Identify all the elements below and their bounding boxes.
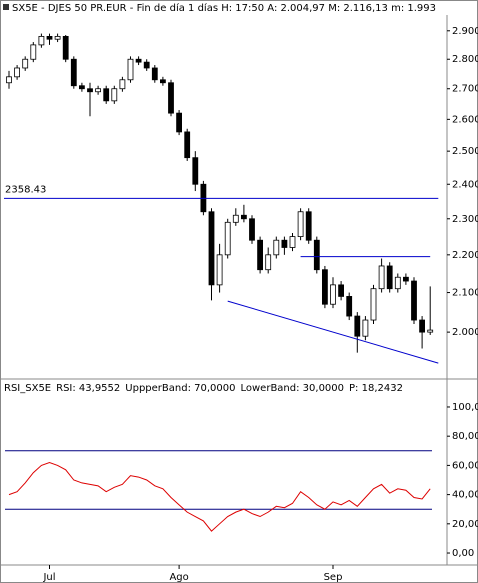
candle-body <box>54 35 61 40</box>
candle-body <box>362 319 369 337</box>
candle-body <box>297 211 304 238</box>
indicator-header: P: 18,2432 <box>349 383 403 394</box>
indicator-header: RSI: 43,9552 <box>56 383 120 394</box>
candle-body <box>249 218 255 241</box>
rsi-line <box>8 461 431 532</box>
candle-body <box>70 58 77 87</box>
candle-body <box>394 276 401 290</box>
candle-body <box>111 88 118 102</box>
candle-body <box>257 239 264 271</box>
candle-body <box>143 61 150 69</box>
candle-body <box>176 112 183 133</box>
candle-body <box>6 76 12 84</box>
candle-body <box>402 276 409 282</box>
y-tick-label: 2.900 <box>452 26 478 37</box>
candle-body <box>330 284 336 305</box>
indicator-header: UppperBand: 70,0000 <box>125 383 235 394</box>
y-tick-label: 0,00 <box>452 548 474 559</box>
candle-body <box>151 67 158 81</box>
candle-body <box>273 239 280 256</box>
candle-body <box>184 131 191 159</box>
candle-body <box>224 221 231 256</box>
candle-body <box>232 214 239 223</box>
y-tick-label: 60,00 <box>452 460 478 471</box>
candle-body <box>216 254 223 286</box>
y-tick-label: 2.300 <box>452 214 478 225</box>
candle-body <box>159 79 166 84</box>
y-tick-label: 2.400 <box>452 179 478 190</box>
candle-body <box>321 269 328 305</box>
x-tick-label: Jul <box>42 572 55 583</box>
y-tick-label: 40,00 <box>452 490 478 501</box>
candle-body <box>338 284 345 297</box>
candle-body <box>127 58 134 81</box>
candle-body <box>103 88 110 102</box>
candle-body <box>62 35 69 60</box>
candle-body <box>208 211 215 286</box>
candle-body <box>378 265 385 290</box>
trend-line <box>227 300 439 364</box>
candle-body <box>305 211 312 241</box>
y-tick-label: 2.200 <box>452 250 478 261</box>
candle-body <box>265 254 272 271</box>
candle-body <box>38 35 45 46</box>
x-tick-label: Sep <box>324 572 343 583</box>
candle-body <box>22 58 29 69</box>
candle-body <box>370 288 377 321</box>
y-tick-label: 2.000 <box>452 327 478 338</box>
indicator-header: LowerBand: 30,0000 <box>240 383 344 394</box>
candle-body <box>289 236 296 248</box>
candle-body <box>386 265 393 290</box>
y-tick-label: 2.500 <box>452 146 478 157</box>
x-tick-label: Ago <box>169 572 188 583</box>
candle-body <box>168 82 174 114</box>
candle-body <box>135 58 142 63</box>
y-tick-label: 2.100 <box>452 288 478 299</box>
y-tick-label: 2.600 <box>452 114 478 125</box>
y-tick-label: 20,00 <box>452 519 478 530</box>
candle-body <box>240 214 247 220</box>
y-tick-label: 80,00 <box>452 431 478 442</box>
candle-body <box>14 67 21 78</box>
candle-body <box>346 296 353 317</box>
candle-body <box>427 329 434 333</box>
y-tick-label: 2.700 <box>452 84 478 95</box>
indicator-header: RSI_SX5E <box>4 383 51 394</box>
candle-body <box>119 79 126 90</box>
candle-body <box>46 35 53 40</box>
candle-body <box>354 315 361 337</box>
candle-body <box>79 85 85 90</box>
candle-body <box>192 157 199 185</box>
line-label: 2358.43 <box>5 184 46 195</box>
candle-body <box>95 88 101 93</box>
candle-body <box>87 88 93 93</box>
chart-title: SX5E - DJES 50 PR.EUR - Fin de día 1 día… <box>12 2 436 14</box>
y-tick-label: 100,00 <box>452 402 478 413</box>
candle-body <box>411 280 417 321</box>
candle-body <box>313 239 320 271</box>
icon <box>3 4 9 10</box>
candle-body <box>281 239 288 248</box>
candle-body <box>30 44 37 60</box>
y-tick-label: 2.800 <box>452 54 478 65</box>
candle-body <box>419 319 426 333</box>
